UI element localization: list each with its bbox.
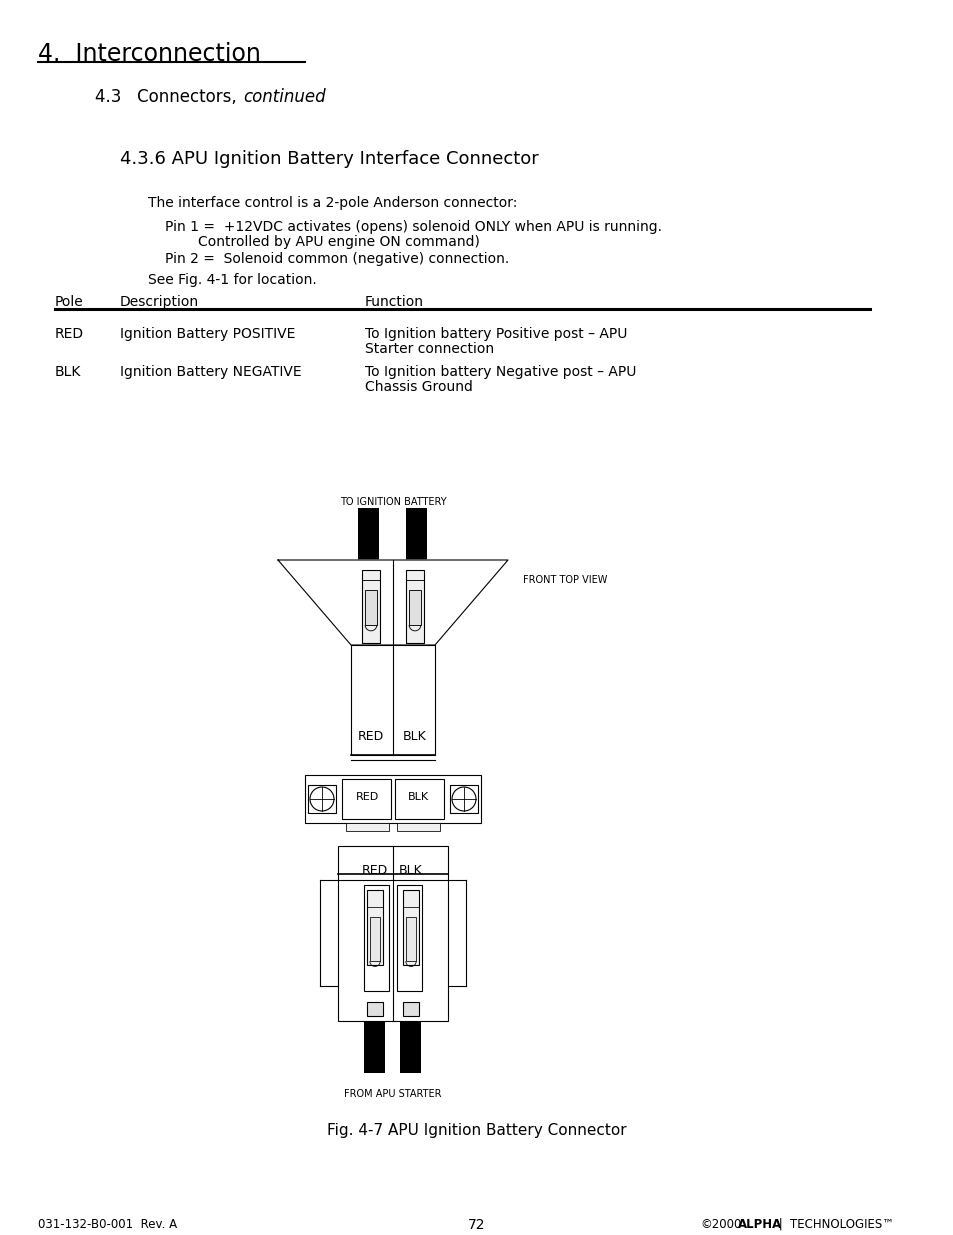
Text: FRONT TOP VIEW: FRONT TOP VIEW [522,576,607,585]
Text: Controlled by APU engine ON command): Controlled by APU engine ON command) [198,235,479,249]
Bar [358,508,379,559]
Text: Description: Description [120,295,199,309]
Text: RED: RED [355,792,378,802]
Bar [395,779,443,819]
Text: Ignition Battery NEGATIVE: Ignition Battery NEGATIVE [120,366,301,379]
Text: Function: Function [365,295,423,309]
Text: ©2000: ©2000 [700,1218,740,1231]
Bar [367,1002,382,1016]
Bar [396,885,421,990]
Text: The interface control is a 2-pole Anderson connector:: The interface control is a 2-pole Anders… [148,196,517,210]
Text: FROM APU STARTER: FROM APU STARTER [344,1089,441,1099]
Text: Starter connection: Starter connection [365,342,494,356]
Bar [370,916,380,961]
Text: Pin 2 =  Solenoid common (negative) connection.: Pin 2 = Solenoid common (negative) conne… [165,252,509,266]
Bar [405,916,416,961]
Text: RED: RED [55,327,84,341]
Text: RED: RED [361,864,388,877]
Bar [367,890,382,965]
Text: Chassis Ground: Chassis Ground [365,380,473,394]
Text: BLK: BLK [398,864,422,877]
Text: continued: continued [243,88,325,106]
Text: To Ignition battery Positive post – APU: To Ignition battery Positive post – APU [365,327,627,341]
Bar [396,823,439,831]
Bar [337,846,448,1021]
Bar [409,590,420,625]
Bar [402,890,418,965]
Text: Fig. 4-7 APU Ignition Battery Connector: Fig. 4-7 APU Ignition Battery Connector [327,1123,626,1137]
Text: BLK: BLK [55,366,81,379]
Text: BLK: BLK [408,792,429,802]
Text: ALPHA: ALPHA [738,1218,781,1231]
Bar [351,645,435,755]
Text: To Ignition battery Negative post – APU: To Ignition battery Negative post – APU [365,366,636,379]
Bar [364,885,389,990]
Polygon shape [277,559,507,645]
Bar [361,571,379,643]
Text: See Fig. 4-1 for location.: See Fig. 4-1 for location. [148,273,316,287]
Text: 72: 72 [468,1218,485,1233]
Text: RED: RED [357,730,384,743]
Text: TO IGNITION BATTERY: TO IGNITION BATTERY [339,496,446,508]
Bar [365,590,376,625]
Bar [450,785,477,813]
Bar [305,776,480,823]
Text: 031-132-B0-001  Rev. A: 031-132-B0-001 Rev. A [38,1218,177,1231]
Text: 4.3.6 APU Ignition Battery Interface Connector: 4.3.6 APU Ignition Battery Interface Con… [120,149,538,168]
Text: Pin 1 =  +12VDC activates (opens) solenoid ONLY when APU is running.: Pin 1 = +12VDC activates (opens) solenoi… [165,220,661,233]
Text: TECHNOLOGIES™: TECHNOLOGIES™ [789,1218,893,1231]
Text: |: | [774,1218,785,1231]
Bar [364,1021,385,1073]
Text: 4.  Interconnection: 4. Interconnection [38,42,260,65]
Bar [346,823,389,831]
Bar [402,1002,418,1016]
Text: Pole: Pole [55,295,84,309]
Text: Ignition Battery POSITIVE: Ignition Battery POSITIVE [120,327,295,341]
Bar [400,1021,421,1073]
Bar [308,785,335,813]
Bar [406,508,427,559]
Text: 4.3   Connectors,: 4.3 Connectors, [95,88,242,106]
Bar [406,571,423,643]
Bar [341,779,391,819]
Text: BLK: BLK [403,730,426,743]
